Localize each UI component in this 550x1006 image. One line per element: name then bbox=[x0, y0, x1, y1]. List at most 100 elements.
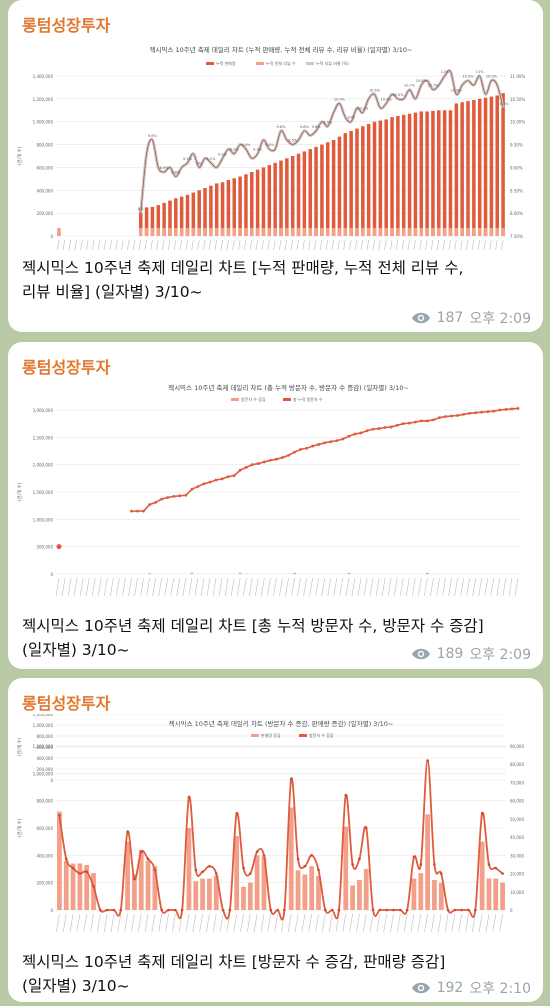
message-caption: 젝시믹스 10주년 축제 데일리 차트 [누적 판매량, 누적 전체 리뷰 수,… bbox=[22, 256, 529, 304]
y-tick-label: 1,500,000 bbox=[33, 490, 54, 495]
x-tick-label bbox=[424, 913, 428, 933]
bar bbox=[138, 228, 143, 236]
x-tick-label bbox=[233, 913, 237, 933]
chart-image-2[interactable]: 젝시믹스 10주년 축제 데일리 차트 (총 누적 방문자 수, 방문자 수 증… bbox=[16, 378, 535, 610]
x-tick-label bbox=[315, 577, 319, 597]
chart-image-3[interactable]: 젝시믹스 10주년 축제 데일리 차트 (방문자 수 증감, 판매량 증감) (… bbox=[16, 712, 535, 946]
y-tick-label: 600,000 bbox=[36, 826, 53, 831]
bar bbox=[407, 228, 412, 236]
bar bbox=[411, 878, 417, 910]
bar bbox=[273, 162, 277, 236]
y2-tick-label: 40,000 bbox=[510, 835, 524, 840]
x-tick-label bbox=[306, 239, 311, 259]
chart-image-1[interactable]: 젝시믹스 10주년 축제 데일리 차트 (누적 판매량, 누적 전체 리뷰 수,… bbox=[16, 40, 535, 259]
series-point bbox=[119, 908, 123, 912]
x-tick-label bbox=[342, 913, 347, 933]
bar bbox=[431, 228, 435, 236]
bar bbox=[185, 194, 190, 236]
series-point bbox=[510, 407, 514, 411]
bar bbox=[390, 228, 394, 236]
bar bbox=[343, 133, 348, 236]
data-label: 9.4% bbox=[241, 143, 251, 147]
x-tick-label bbox=[76, 913, 81, 933]
x-tick-label bbox=[423, 239, 428, 259]
x-tick-label bbox=[301, 913, 306, 933]
bar bbox=[501, 93, 505, 236]
x-tick-label bbox=[154, 239, 159, 259]
bar bbox=[295, 870, 301, 910]
x-tick-label bbox=[61, 239, 66, 259]
y-tick-label: 600,000 bbox=[36, 745, 53, 750]
x-tick-label bbox=[328, 913, 333, 933]
series-point bbox=[130, 509, 133, 513]
channel-name[interactable]: 롱텀성장투자 bbox=[22, 358, 111, 377]
bar bbox=[419, 111, 424, 236]
message-card-2[interactable]: 롱텀성장투자 젝시믹스 10주년 축제 데일리 차트 (총 누적 방문자 수, … bbox=[8, 342, 543, 669]
bar bbox=[162, 228, 166, 236]
view-count: 192 bbox=[436, 980, 464, 996]
series-point bbox=[453, 908, 457, 912]
x-tick-label bbox=[359, 239, 364, 259]
chart-title: 젝시믹스 10주년 축제 데일리 차트 (총 누적 방문자 수, 방문자 수 증… bbox=[168, 383, 409, 392]
x-tick-label bbox=[357, 577, 362, 597]
x-tick-label bbox=[369, 913, 374, 933]
data-label: 9.8% bbox=[312, 125, 322, 129]
series-point bbox=[341, 437, 345, 441]
bar bbox=[489, 96, 494, 236]
x-tick-label bbox=[488, 239, 492, 259]
x-tick-label bbox=[137, 239, 142, 259]
x-tick-label bbox=[365, 239, 369, 259]
data-label: 11% bbox=[441, 70, 449, 74]
x-tick-label bbox=[110, 913, 115, 933]
bar bbox=[200, 878, 205, 910]
x-tick-label bbox=[412, 577, 416, 597]
bar bbox=[361, 228, 365, 236]
bar bbox=[57, 228, 61, 236]
bar bbox=[486, 878, 492, 910]
bar bbox=[267, 165, 272, 236]
bar bbox=[372, 228, 377, 236]
caption-line-1: 젝시믹스 10주년 축제 데일리 차트 [방문자 수 증감, 판매량 증감] bbox=[22, 953, 446, 971]
series-point bbox=[487, 863, 491, 866]
data-label: 10.6% bbox=[451, 88, 463, 92]
bar bbox=[396, 228, 400, 236]
x-tick-label bbox=[476, 239, 480, 259]
series-point bbox=[166, 496, 170, 499]
x-tick-label bbox=[230, 577, 235, 597]
x-tick-label bbox=[382, 239, 387, 259]
y-tick-label: 2,500,000 bbox=[33, 435, 54, 440]
bar bbox=[378, 228, 383, 236]
bar bbox=[168, 228, 172, 236]
series-point bbox=[139, 850, 143, 853]
x-tick-label bbox=[172, 239, 177, 259]
series-point bbox=[250, 463, 254, 467]
message-card-3[interactable]: 롱텀성장투자 젝시믹스 10주년 축제 데일리 차트 (방문자 수 증감, 판매… bbox=[8, 678, 543, 1002]
bar bbox=[150, 206, 155, 236]
bar bbox=[350, 885, 355, 910]
series-point bbox=[180, 908, 184, 912]
series-point bbox=[516, 406, 520, 410]
x-tick-label bbox=[55, 239, 60, 259]
message-card-1[interactable]: 롱텀성장투자 젝시믹스 10주년 축제 데일리 차트 (누적 판매량, 누적 전… bbox=[8, 0, 543, 332]
data-label: 9.5% bbox=[288, 139, 298, 143]
x-tick-label bbox=[96, 239, 101, 259]
x-tick-label bbox=[194, 577, 199, 597]
series-point bbox=[249, 872, 252, 875]
data-label: 10.3% bbox=[498, 102, 510, 106]
data-label: 10.6% bbox=[369, 88, 381, 92]
channel-name[interactable]: 롱텀성장투자 bbox=[22, 694, 111, 713]
y-tick-label: 1,400,000 bbox=[33, 74, 54, 79]
x-tick-label bbox=[381, 577, 386, 597]
legend-swatch bbox=[256, 62, 264, 65]
series-point bbox=[262, 460, 266, 464]
bar bbox=[442, 228, 447, 236]
y-tick-label: 1,000,000 bbox=[33, 120, 54, 125]
x-tick-label bbox=[219, 239, 223, 259]
data-label: 10.7% bbox=[427, 84, 439, 88]
x-tick-label bbox=[61, 577, 66, 597]
channel-name[interactable]: 롱텀성장투자 bbox=[22, 16, 111, 35]
data-label: 10% bbox=[347, 116, 355, 120]
y2-tick-label: 7.50% bbox=[510, 234, 523, 239]
x-tick-label bbox=[435, 239, 440, 259]
series-point bbox=[412, 855, 416, 859]
